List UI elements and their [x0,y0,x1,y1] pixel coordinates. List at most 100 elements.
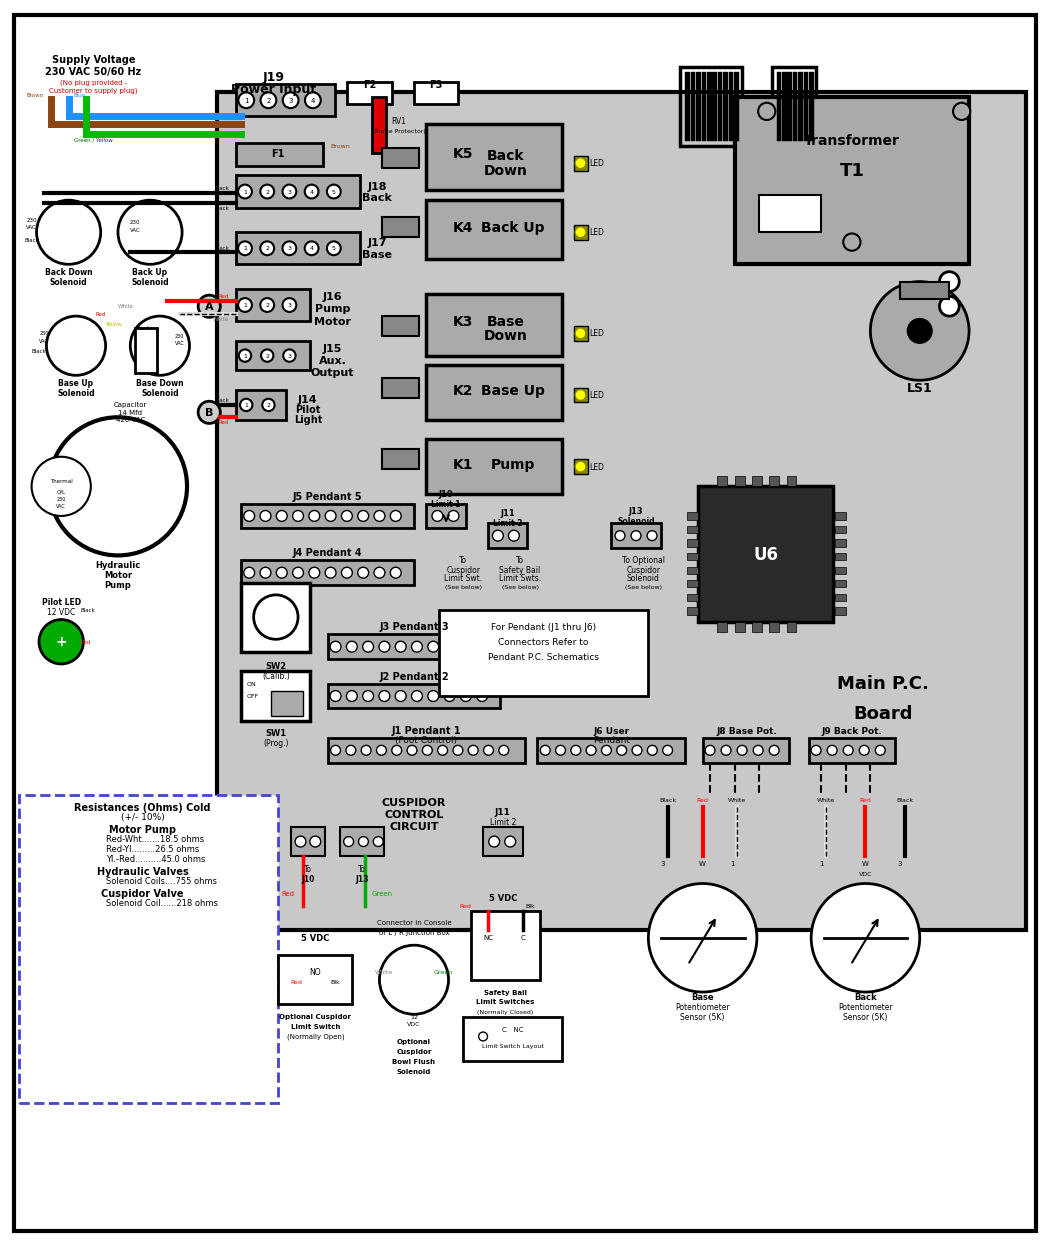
Text: K2: K2 [453,384,474,398]
Bar [786,622,797,632]
Circle shape [940,297,960,317]
Circle shape [374,567,385,579]
Text: J1 Pendant 1: J1 Pendant 1 [392,726,461,736]
Circle shape [875,746,885,756]
Text: White: White [817,797,836,802]
Text: J2 Pendant 2: J2 Pendant 2 [379,672,449,682]
Bar [242,504,414,529]
Text: (Prog.): (Prog.) [263,738,289,748]
Circle shape [374,511,385,521]
Bar [691,72,695,141]
Text: Blue: Blue [74,94,85,99]
Bar [427,125,562,191]
Bar [834,567,846,574]
Text: B: B [205,408,213,418]
Bar [718,622,727,632]
Bar [735,72,739,141]
Text: Base Up: Base Up [480,384,544,398]
Text: Pilot LED: Pilot LED [42,599,81,607]
Text: Solenoid: Solenoid [131,278,169,287]
Text: 12: 12 [410,1014,418,1019]
Bar [574,459,588,474]
Circle shape [305,242,318,256]
Text: Brown: Brown [27,94,44,99]
Text: Customer to supply plug): Customer to supply plug) [49,87,138,94]
Bar [834,580,846,587]
Text: F1: F1 [271,148,285,158]
Text: 1: 1 [244,97,248,104]
Bar [686,513,698,520]
Text: LED: LED [590,329,604,338]
Bar [291,827,325,857]
Text: Down: Down [483,165,528,178]
Text: Pendant P.C. Schematics: Pendant P.C. Schematics [488,652,599,661]
Bar [686,580,698,587]
Circle shape [432,511,442,521]
Circle shape [283,185,296,198]
Circle shape [261,242,274,256]
Circle shape [330,641,341,652]
Text: VAC: VAC [174,342,185,347]
Text: Red: Red [282,890,294,897]
Text: Solenoid: Solenoid [397,1069,431,1074]
Text: Blk: Blk [330,980,339,985]
Bar [471,910,540,980]
Circle shape [469,746,478,756]
Circle shape [305,185,318,198]
Text: (Surge Protector): (Surge Protector) [372,128,426,133]
Circle shape [412,691,423,702]
Text: Black: Black [214,186,229,191]
Circle shape [940,272,960,292]
Circle shape [261,298,274,312]
Text: Cuspidor: Cuspidor [626,566,660,575]
Text: F3: F3 [430,80,442,90]
Circle shape [342,567,352,579]
Bar [782,72,786,141]
Text: NO: NO [309,968,322,976]
Text: SW2: SW2 [265,662,287,671]
Text: Limit Switch Layout: Limit Switch Layout [481,1044,543,1049]
Text: 3: 3 [288,97,293,104]
Text: 230 VAC 50/60 Hz: 230 VAC 50/60 Hz [45,67,142,77]
Text: LED: LED [590,228,604,237]
Circle shape [260,511,271,521]
Text: A: A [205,302,213,312]
Text: Red: Red [81,640,91,645]
Text: K1: K1 [453,458,474,471]
Text: Limit Switches: Limit Switches [476,999,535,1005]
Text: White: White [213,317,229,322]
Text: Limit 1: Limit 1 [431,499,460,509]
Text: CUSPIDOR: CUSPIDOR [382,797,447,807]
Circle shape [575,158,586,170]
Text: NC: NC [483,935,493,941]
Bar [735,476,744,486]
Bar [680,67,742,146]
Bar [698,486,833,622]
Bar [372,97,386,153]
Circle shape [617,746,626,756]
Circle shape [376,746,387,756]
Bar [574,388,588,403]
Text: 2: 2 [265,246,269,251]
Bar [427,294,562,355]
Text: For Pendant (J1 thru J6): For Pendant (J1 thru J6) [491,622,596,632]
Text: Resistances (Ohms) Cold: Resistances (Ohms) Cold [75,802,211,812]
Circle shape [263,399,274,412]
Text: Output: Output [311,368,354,378]
Circle shape [395,691,406,702]
Text: 5 VDC: 5 VDC [302,934,330,943]
Text: Black: Black [81,607,96,612]
Text: T1: T1 [840,162,864,180]
Circle shape [309,567,320,579]
Circle shape [445,691,455,702]
Text: 2: 2 [266,97,270,104]
Circle shape [647,746,657,756]
Text: Pump: Pump [105,581,131,590]
Circle shape [907,319,932,344]
Text: C   NC: C NC [502,1026,523,1033]
Bar [769,476,779,486]
Text: ON: ON [246,681,256,686]
Bar [537,738,685,763]
Text: To: To [358,864,366,873]
Bar [236,390,286,420]
